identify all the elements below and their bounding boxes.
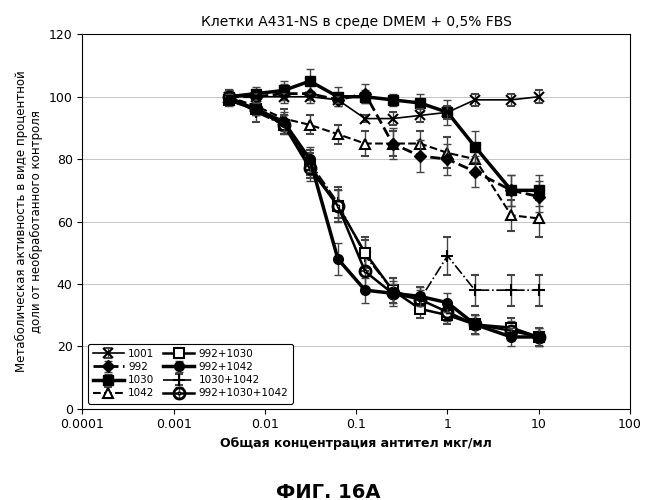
Legend: 1001, 992, 1030, 1042, 992+1030, 992+1042, 1030+1042, 992+1030+1042: 1001, 992, 1030, 1042, 992+1030, 992+104… xyxy=(87,344,293,404)
Title: Клетки А431-NS в среде DMEM + 0,5% FBS: Клетки А431-NS в среде DMEM + 0,5% FBS xyxy=(201,15,512,29)
Text: ФИГ. 16А: ФИГ. 16А xyxy=(276,482,381,500)
Y-axis label: Метаболическая активность в виде процентной
доли от необработанного контроля: Метаболическая активность в виде процент… xyxy=(15,70,43,372)
X-axis label: Общая концентрация антител мкг/мл: Общая концентрация антител мкг/мл xyxy=(220,437,492,450)
